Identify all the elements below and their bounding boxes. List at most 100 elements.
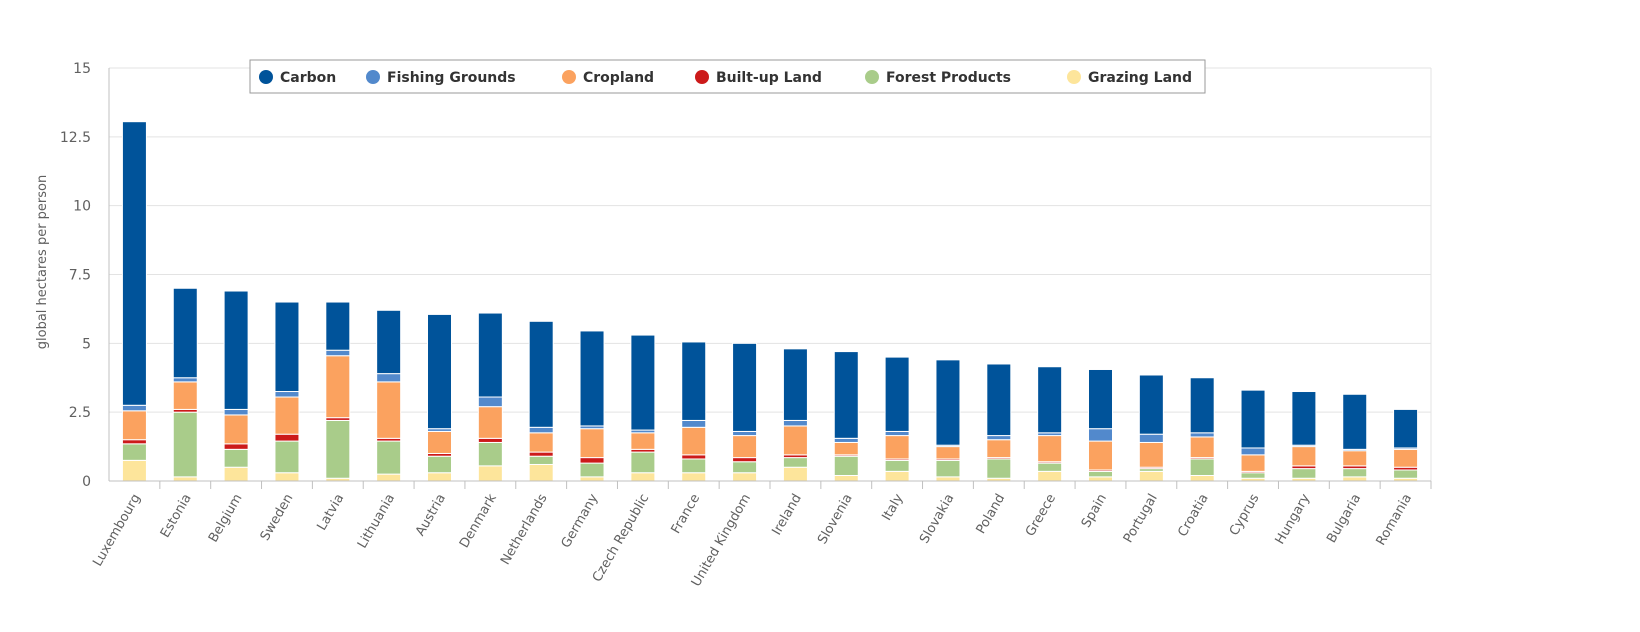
bar-segment-forest-products[interactable]: Belgium — Forest Products: 0.65 — [223, 448, 249, 468]
bar-segment-fishing-grounds[interactable]: United Kingdom — Fishing Grounds: 0.15 — [732, 430, 758, 437]
bar-segment-fishing-grounds[interactable]: Poland — Fishing Grounds: 0.15 — [986, 435, 1012, 441]
bar-segment-fishing-grounds[interactable]: Denmark — Fishing Grounds: 0.35 — [477, 396, 503, 408]
bar-segment-fishing-grounds[interactable]: Spain — Fishing Grounds: 0.45 — [1088, 428, 1113, 442]
bar-segment-carbon[interactable]: Cyprus — Carbon: 2.1 — [1240, 389, 1266, 449]
bar-segment-fishing-grounds[interactable]: Luxembourg — Fishing Grounds: 0.2 — [121, 404, 147, 412]
bar-segment-carbon[interactable]: Czech Republic — Carbon: 3.45 — [630, 334, 656, 431]
bar-segment-forest-products[interactable]: Hungary — Forest Products: 0.35 — [1291, 468, 1317, 479]
bar-segment-cropland[interactable]: Greece — Cropland: 0.95 — [1037, 435, 1063, 463]
bar-segment-cropland[interactable]: Bulgaria — Cropland: 0.55 — [1342, 450, 1368, 467]
bar-segment-grazing-land[interactable]: Bulgaria — Grazing Land: 0.15 — [1342, 476, 1368, 482]
bar-segment-grazing-land[interactable]: Czech Republic — Grazing Land: 0.3 — [630, 472, 656, 482]
bar-segment-grazing-land[interactable]: Luxembourg — Grazing Land: 0.75 — [121, 459, 147, 482]
bar-segment-carbon[interactable]: France — Carbon: 2.85 — [681, 341, 707, 421]
bar-segment-cropland[interactable]: Lithuania — Cropland: 2.05 — [376, 381, 402, 439]
bar-segment-cropland[interactable]: Ireland — Cropland: 1.05 — [782, 425, 808, 456]
bar-segment-forest-products[interactable]: Luxembourg — Forest Products: 0.6 — [121, 443, 147, 461]
bar-segment-fishing-grounds[interactable]: Portugal — Fishing Grounds: 0.3 — [1138, 433, 1164, 443]
bar-segment-forest-products[interactable]: Sweden — Forest Products: 1.15 — [274, 440, 300, 474]
bar-segment-cropland[interactable]: Luxembourg — Cropland: 1.05 — [121, 410, 147, 441]
bar-segment-cropland[interactable]: Cyprus — Cropland: 0.6 — [1240, 454, 1266, 472]
bar-segment-fishing-grounds[interactable]: Lithuania — Fishing Grounds: 0.3 — [376, 373, 402, 383]
bar-segment-grazing-land[interactable]: Italy — Grazing Land: 0.35 — [884, 470, 910, 482]
bar-segment-forest-products[interactable]: Denmark — Forest Products: 0.85 — [477, 441, 503, 467]
bar-segment-carbon[interactable]: Slovakia — Carbon: 3.1 — [935, 359, 961, 446]
bar-segment-carbon[interactable]: Bulgaria — Carbon: 2 — [1342, 393, 1368, 450]
bar-segment-fishing-grounds[interactable]: Ireland — Fishing Grounds: 0.2 — [782, 419, 808, 427]
bar-segment-forest-products[interactable]: Estonia — Forest Products: 2.35 — [172, 411, 198, 478]
bar-segment-carbon[interactable]: Denmark — Carbon: 3.05 — [477, 312, 503, 398]
bar-segment-grazing-land[interactable]: Ireland — Grazing Land: 0.5 — [782, 466, 808, 482]
bar-segment-carbon[interactable]: Luxembourg — Carbon: 10.3 — [121, 121, 147, 406]
bar-segment-forest-products[interactable]: Bulgaria — Forest Products: 0.3 — [1342, 468, 1368, 478]
legend-item-label[interactable]: Grazing Land — [1088, 70, 1192, 86]
bar-segment-carbon[interactable]: Hungary — Carbon: 1.95 — [1291, 391, 1317, 446]
bar-segment-cropland[interactable]: Spain — Cropland: 1.05 — [1088, 440, 1113, 471]
bar-segment-fishing-grounds[interactable]: Estonia — Fishing Grounds: 0.15 — [172, 377, 198, 383]
bar-segment-forest-products[interactable]: France — Forest Products: 0.5 — [681, 458, 707, 474]
bar-segment-forest-products[interactable]: United Kingdom — Forest Products: 0.4 — [732, 461, 758, 474]
bar-segment-grazing-land[interactable]: United Kingdom — Grazing Land: 0.3 — [732, 472, 758, 482]
bar-segment-carbon[interactable]: Greece — Carbon: 2.4 — [1037, 366, 1063, 434]
bar-segment-carbon[interactable]: Sweden — Carbon: 3.25 — [274, 301, 300, 393]
bar-segment-grazing-land[interactable]: Germany — Grazing Land: 0.15 — [579, 476, 605, 482]
bar-segment-grazing-land[interactable]: Netherlands — Grazing Land: 0.6 — [528, 463, 554, 482]
bar-segment-carbon[interactable]: Poland — Carbon: 2.6 — [986, 363, 1012, 437]
bar-segment-forest-products[interactable]: Cyprus — Forest Products: 0.2 — [1240, 472, 1266, 479]
bar-segment-cropland[interactable]: Sweden — Cropland: 1.35 — [274, 396, 300, 435]
bar-segment-carbon[interactable]: Netherlands — Carbon: 3.85 — [528, 320, 554, 428]
bar-segment-carbon[interactable]: Ireland — Carbon: 2.6 — [782, 348, 808, 421]
bar-segment-carbon[interactable]: Latvia — Carbon: 1.75 — [325, 301, 351, 351]
legend-item-label[interactable]: Forest Products — [886, 70, 1011, 86]
bar-segment-forest-products[interactable]: Czech Republic — Forest Products: 0.75 — [630, 451, 656, 474]
bar-segment-cropland[interactable]: Belgium — Cropland: 1.05 — [223, 414, 249, 445]
bar-segment-fishing-grounds[interactable]: Netherlands — Fishing Grounds: 0.2 — [528, 426, 554, 434]
bar-segment-cropland[interactable]: Portugal — Cropland: 0.9 — [1138, 441, 1164, 468]
bar-segment-built-up-land[interactable]: France — Built-up Land: 0.15 — [681, 454, 707, 460]
bar-segment-built-up-land[interactable]: Denmark — Built-up Land: 0.15 — [477, 437, 503, 443]
bar-segment-fishing-grounds[interactable]: Croatia — Fishing Grounds: 0.15 — [1189, 432, 1215, 438]
bar-segment-cropland[interactable]: Poland — Cropland: 0.65 — [986, 439, 1012, 459]
bar-segment-carbon[interactable]: Estonia — Carbon: 3.25 — [172, 287, 198, 379]
bar-segment-grazing-land[interactable]: Denmark — Grazing Land: 0.55 — [477, 465, 503, 482]
bar-segment-cropland[interactable]: Italy — Cropland: 0.85 — [884, 435, 910, 460]
bar-segment-built-up-land[interactable]: Netherlands — Built-up Land: 0.15 — [528, 451, 554, 457]
bar-segment-carbon[interactable]: Belgium — Carbon: 4.3 — [223, 290, 249, 410]
legend-item-label[interactable]: Cropland — [583, 70, 654, 86]
bar-segment-cropland[interactable]: Austria — Cropland: 0.8 — [427, 430, 452, 454]
bar-segment-cropland[interactable]: Netherlands — Cropland: 0.7 — [528, 432, 554, 453]
bar-segment-forest-products[interactable]: Romania — Forest Products: 0.3 — [1393, 469, 1419, 479]
bar-segment-carbon[interactable]: Spain — Carbon: 2.15 — [1088, 368, 1113, 430]
bar-segment-cropland[interactable]: France — Cropland: 1 — [681, 426, 707, 456]
bar-segment-grazing-land[interactable]: France — Grazing Land: 0.3 — [681, 472, 707, 482]
legend-item-label[interactable]: Built-up Land — [716, 70, 822, 86]
bar-segment-cropland[interactable]: Slovakia — Cropland: 0.45 — [935, 446, 961, 460]
bar-segment-forest-products[interactable]: Spain — Forest Products: 0.2 — [1088, 470, 1113, 478]
bar-segment-cropland[interactable]: Germany — Cropland: 1.05 — [579, 428, 605, 459]
bar-segment-grazing-land[interactable]: Portugal — Grazing Land: 0.35 — [1138, 470, 1164, 482]
bar-segment-forest-products[interactable]: Greece — Forest Products: 0.3 — [1037, 462, 1063, 472]
bar-segment-cropland[interactable]: Romania — Cropland: 0.65 — [1393, 448, 1419, 468]
bar-segment-fishing-grounds[interactable]: Latvia — Fishing Grounds: 0.2 — [325, 349, 351, 357]
bar-segment-built-up-land[interactable]: United Kingdom — Built-up Land: 0.15 — [732, 457, 758, 463]
bar-segment-built-up-land[interactable]: Belgium — Built-up Land: 0.2 — [223, 443, 249, 450]
bar-segment-grazing-land[interactable]: Croatia — Grazing Land: 0.2 — [1189, 474, 1215, 482]
bar-segment-fishing-grounds[interactable]: Cyprus — Fishing Grounds: 0.25 — [1240, 447, 1266, 456]
bar-segment-cropland[interactable]: Estonia — Cropland: 1 — [172, 381, 198, 410]
bar-segment-built-up-land[interactable]: Sweden — Built-up Land: 0.25 — [274, 433, 300, 442]
bar-segment-fishing-grounds[interactable]: Sweden — Fishing Grounds: 0.2 — [274, 391, 300, 398]
bar-segment-carbon[interactable]: Lithuania — Carbon: 2.3 — [376, 309, 402, 375]
bar-segment-cropland[interactable]: Denmark — Cropland: 1.15 — [477, 406, 503, 439]
bar-segment-carbon[interactable]: Slovenia — Carbon: 3.15 — [833, 351, 859, 439]
bar-segment-cropland[interactable]: Hungary — Cropland: 0.7 — [1291, 446, 1317, 467]
bar-segment-forest-products[interactable]: Latvia — Forest Products: 2.1 — [325, 419, 351, 479]
bar-segment-carbon[interactable]: Italy — Carbon: 2.7 — [884, 356, 910, 432]
bar-segment-forest-products[interactable]: Austria — Forest Products: 0.6 — [427, 455, 452, 474]
bar-segment-forest-products[interactable]: Italy — Forest Products: 0.4 — [884, 459, 910, 472]
bar-segment-forest-products[interactable]: Ireland — Forest Products: 0.35 — [782, 457, 808, 468]
bar-segment-cropland[interactable]: Czech Republic — Cropland: 0.6 — [630, 432, 656, 450]
bar-segment-grazing-land[interactable]: Belgium — Grazing Land: 0.5 — [223, 466, 249, 482]
bar-segment-forest-products[interactable]: Germany — Forest Products: 0.5 — [579, 462, 605, 478]
bar-segment-grazing-land[interactable]: Greece — Grazing Land: 0.35 — [1037, 470, 1063, 482]
bar-segment-fishing-grounds[interactable]: Belgium — Fishing Grounds: 0.2 — [223, 408, 249, 416]
